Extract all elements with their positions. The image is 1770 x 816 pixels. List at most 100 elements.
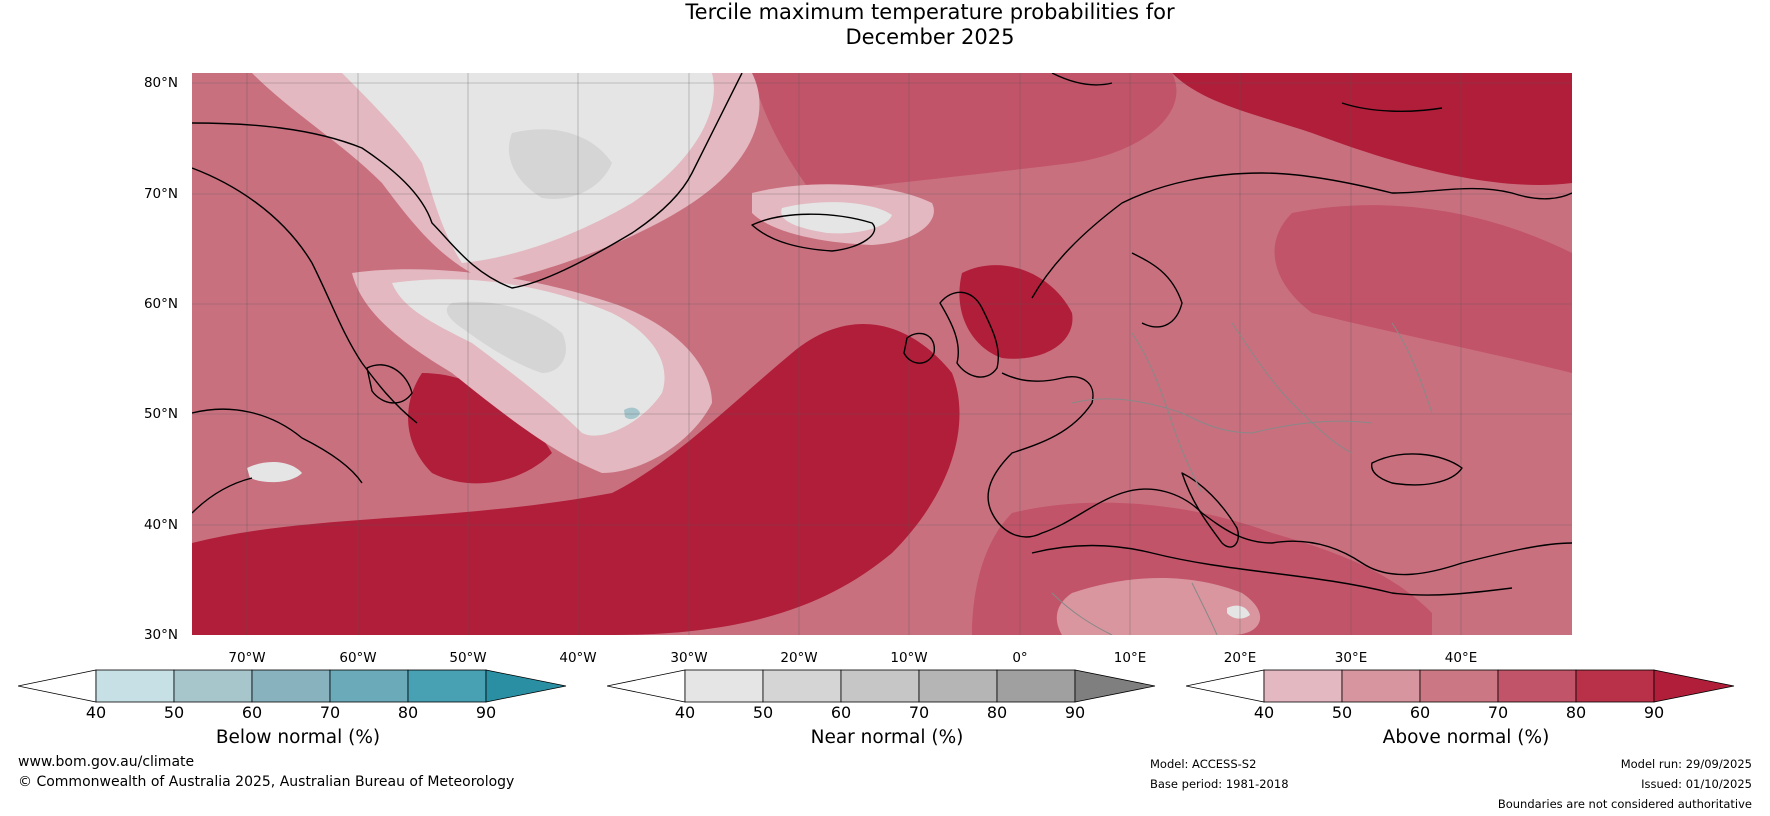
legend-above-title: Above normal (%) [1382, 727, 1550, 748]
lon-label-30w: 30°W [670, 650, 708, 666]
legend-near-tick-50: 50 [752, 703, 774, 722]
legend-below-tick-50: 50 [163, 703, 185, 722]
lat-label-30n: 30°N [143, 627, 178, 643]
lat-label-70n: 70°N [143, 186, 178, 202]
europe-mainland-coast [987, 372, 1572, 576]
legend-below-swatch-3 [251, 669, 331, 703]
north-america-east-coast [192, 408, 363, 514]
model-run-date: Model run: 29/09/2025 [1620, 757, 1752, 771]
legend-below-tick-40: 40 [85, 703, 107, 722]
legend-below-swatch-4 [329, 669, 409, 703]
legend-above-swatch-high [1653, 669, 1735, 703]
lat-label-50n: 50°N [143, 406, 178, 422]
lon-label-50w: 50°W [449, 650, 487, 666]
map-title: Tercile maximum temperature probabilitie… [0, 0, 1770, 50]
legend-near-title: Near normal (%) [810, 727, 964, 748]
legend-near-swatch-5 [996, 669, 1076, 703]
lon-label-70w: 70°W [228, 650, 266, 666]
lon-label-20w: 20°W [780, 650, 818, 666]
legend-near-tick-70: 70 [908, 703, 930, 722]
forecast-map [192, 73, 1572, 635]
lon-label-20e: 20°E [1223, 650, 1257, 666]
graticule [192, 73, 1572, 635]
legend-below-swatch-2 [173, 669, 253, 703]
atlantic-high-region [192, 324, 960, 635]
legend-above-tick-90: 90 [1643, 703, 1665, 722]
greenland-coast [192, 73, 743, 289]
legend-above-colorbar [1186, 669, 1735, 703]
labrador-coast [192, 167, 418, 424]
west-atlantic-high [408, 373, 552, 484]
newfoundland-coast [366, 364, 413, 404]
coastlines [192, 73, 1572, 596]
north-sea-high-region [959, 265, 1073, 359]
iceland-coast [751, 213, 876, 252]
arctic-high-region [752, 73, 1177, 193]
scandinavia-coast [1031, 172, 1572, 328]
legend-above-swatch-2 [1341, 669, 1421, 703]
lon-label-40e: 40°E [1444, 650, 1478, 666]
legend-near-swatch-high [1074, 669, 1156, 703]
legend-below-normal: 40 50 60 70 80 90 Below normal (%) [18, 668, 578, 758]
legend-above-tick-40: 40 [1253, 703, 1275, 722]
legend-below-tick-80: 80 [397, 703, 419, 722]
legend-near-swatch-2 [762, 669, 842, 703]
svalbard-coast [1051, 73, 1443, 112]
east-europe-mid [1274, 205, 1572, 373]
base-period: Base period: 1981-2018 [1150, 777, 1289, 791]
copyright-text: © Commonwealth of Australia 2025, Austra… [18, 774, 515, 790]
lon-label-60w: 60°W [339, 650, 377, 666]
legend-near-tick-40: 40 [674, 703, 696, 722]
lake-superior-near [1227, 605, 1250, 619]
legend-near-swatch-low [607, 669, 686, 703]
lon-label-40w: 40°W [559, 650, 597, 666]
legend-near-tick-90: 90 [1064, 703, 1086, 722]
legend-near-colorbar [607, 669, 1156, 703]
lon-label-10w: 10°W [890, 650, 928, 666]
british-isles-coast [903, 291, 999, 378]
legend-above-swatch-1 [1263, 669, 1343, 703]
mid-atlantic-near-mid [446, 301, 566, 373]
legend-below-colorbar [18, 669, 567, 703]
legend-near-swatch-1 [684, 669, 764, 703]
sahara-faint [1056, 578, 1261, 635]
website-link[interactable]: www.bom.gov.au/climate [18, 754, 195, 770]
legend-below-tick-70: 70 [319, 703, 341, 722]
lat-label-80n: 80°N [143, 75, 178, 91]
boundary-disclaimer: Boundaries are not considered authoritat… [1497, 797, 1752, 811]
lat-label-60n: 60°N [143, 296, 178, 312]
legend-below-swatch-high [485, 669, 567, 703]
title-line-1: Tercile maximum temperature probabilitie… [685, 0, 1175, 24]
map-svg [192, 73, 1572, 635]
model-name: Model: ACCESS-S2 [1150, 757, 1257, 771]
legend-below-swatch-5 [407, 669, 487, 703]
legend-above-swatch-low [1186, 669, 1265, 703]
lat-label-40n: 40°N [143, 517, 178, 533]
greenland-near-mid [508, 129, 612, 199]
legend-below-tick-90: 90 [475, 703, 497, 722]
legend-above-tick-50: 50 [1331, 703, 1353, 722]
legend-below-swatch-1 [95, 669, 175, 703]
country-borders [1051, 322, 1433, 635]
legend-below-title: Below normal (%) [215, 727, 381, 748]
legend-near-swatch-3 [840, 669, 920, 703]
lon-label-30e: 30°E [1334, 650, 1368, 666]
legend-near-tick-80: 80 [986, 703, 1008, 722]
black-sea-coast [1370, 453, 1463, 486]
nova-scotia-near [247, 461, 302, 483]
issued-date: Issued: 01/10/2025 [1641, 777, 1752, 791]
iceland-near [781, 202, 892, 234]
legend-below-swatch-low [18, 669, 97, 703]
legend-above-tick-70: 70 [1487, 703, 1509, 722]
italy-coast [1181, 472, 1239, 548]
legend-above-swatch-4 [1497, 669, 1577, 703]
title-line-2: December 2025 [845, 25, 1015, 49]
legend-above-normal: 40 50 60 70 80 90 Above normal (%) [1186, 668, 1746, 758]
legend-near-normal: 40 50 60 70 80 90 Near normal (%) [607, 668, 1167, 758]
north-africa-coast [1031, 544, 1513, 596]
below-normal-spot [624, 407, 640, 420]
legend-above-swatch-5 [1575, 669, 1655, 703]
legend-near-tick-60: 60 [830, 703, 852, 722]
legend-above-tick-80: 80 [1565, 703, 1587, 722]
legend-below-tick-60: 60 [241, 703, 263, 722]
